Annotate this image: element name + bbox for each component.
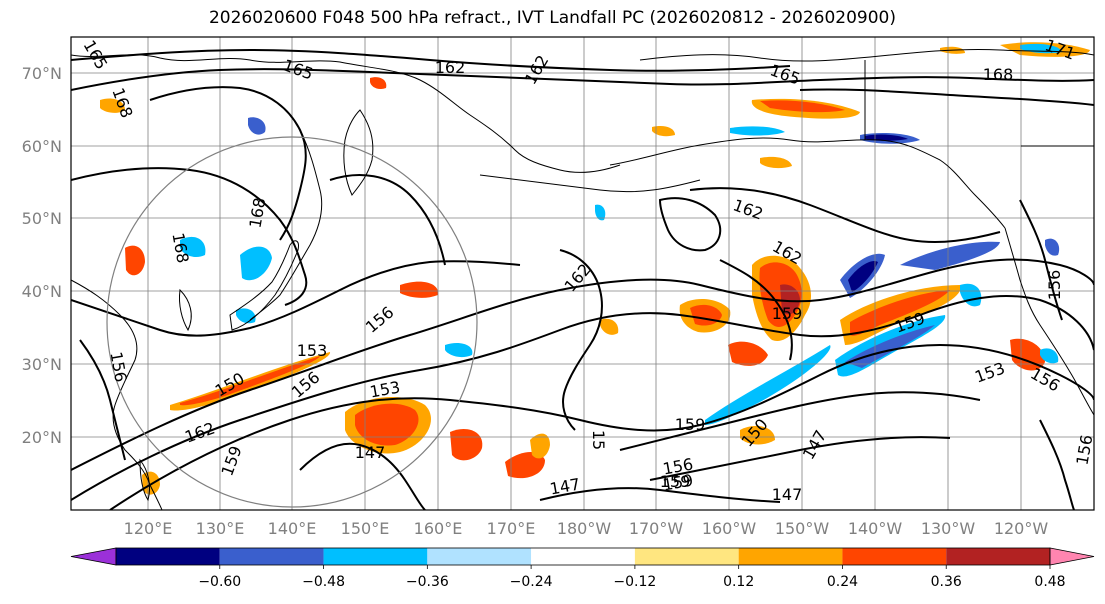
asia-coastline [249, 129, 323, 321]
contour-label: 147 [772, 485, 803, 504]
negative-anomaly-patch [180, 236, 206, 258]
negative-anomaly-patch [845, 325, 935, 368]
colorbar-segment [634, 548, 739, 565]
map-frame [70, 36, 1095, 511]
colorbar-arrow-right [1049, 547, 1095, 566]
positive-anomaly-patch [600, 318, 619, 335]
negative-anomaly-patch [240, 246, 272, 281]
lon-label: 170°E [487, 519, 536, 538]
positive-anomaly-patch [355, 403, 419, 446]
lon-label: 130°W [921, 519, 976, 538]
colorbar-tick-label: −0.36 [406, 574, 449, 590]
colorbar: −0.60 −0.48 −0.36 −0.24 −0.12 0.12 0.24 0.36 0.4… [70, 547, 1095, 590]
positive-anomaly-patch [180, 356, 320, 406]
colorbar-tick-label: 0.24 [827, 574, 858, 590]
lat-label: 70°N [22, 64, 62, 83]
north-coastline [639, 48, 1094, 62]
positive-anomaly-patch [400, 281, 439, 298]
lon-label: 140°E [268, 519, 317, 538]
negative-anomaly-patch [705, 345, 831, 425]
latitude-labels: 70°N 60°N 50°N 40°N 30°N 20°N [22, 64, 62, 447]
positive-anomaly-patch [100, 98, 125, 113]
colorbar-tick-label: 0.48 [1034, 574, 1065, 590]
lon-label: 120°E [124, 519, 173, 538]
kamchatka-coastline [343, 109, 374, 196]
alaska-coastline [609, 137, 1006, 229]
negative-anomaly-patch [900, 241, 1000, 270]
colorbar-segment [219, 548, 324, 565]
contour-label: 159 [772, 304, 803, 323]
japan-coastline [229, 240, 299, 331]
positive-anomaly-patch [1010, 338, 1045, 371]
lon-label: 180°W [557, 519, 612, 538]
lon-label: 150°E [341, 519, 390, 538]
colorbar-tick-label: 0.12 [723, 574, 754, 590]
colorbar-segment [842, 548, 947, 565]
map-title: 2026020600 F048 500 hPa refract., IVT La… [208, 8, 896, 28]
negative-anomaly-patch [445, 343, 473, 358]
positive-anomaly-patch [780, 284, 800, 315]
longitude-labels: 120°E 130°E 140°E 150°E 160°E 170°E 180°W 170°W… [124, 519, 1049, 538]
negative-anomaly-patch [1040, 348, 1059, 364]
lat-label: 50°N [22, 209, 62, 228]
positive-anomaly-patch [370, 77, 387, 90]
colorbar-tick-label: −0.48 [302, 574, 345, 590]
lon-label: 130°E [196, 519, 245, 538]
positive-anomaly-patch [740, 425, 775, 445]
contour-label: 159 [660, 472, 691, 491]
positive-anomaly-patch [728, 341, 768, 366]
lon-label: 170°W [629, 519, 684, 538]
positive-anomaly-patch [652, 125, 675, 137]
contour-label: 159 [675, 415, 706, 434]
negative-anomaly-patch [595, 204, 606, 221]
lon-label: 150°W [775, 519, 830, 538]
lon-label: 160°E [414, 519, 463, 538]
colorbar-segment [427, 548, 532, 565]
refractivity-contours [71, 48, 1094, 510]
colorbar-tick-label: −0.24 [510, 574, 553, 590]
positive-anomaly-patch [760, 156, 792, 169]
refractivity-shading [100, 42, 1090, 495]
negative-anomaly-patch [248, 117, 266, 135]
colorbar-frame [115, 547, 1051, 566]
positive-anomaly-patch [760, 100, 845, 113]
colorbar-arrow-left [70, 547, 117, 566]
colorbar-tick-label: −0.12 [613, 574, 656, 590]
contour-label: 168 [983, 65, 1014, 84]
contour-label: 156 [1045, 270, 1064, 301]
contour-label: 153 [297, 341, 328, 360]
negative-anomaly-patch [848, 260, 878, 292]
positive-anomaly-patch [505, 451, 545, 479]
lon-label: 160°W [702, 519, 757, 538]
contour-label: 156 [1072, 433, 1096, 466]
colorbar-segment [946, 548, 1050, 565]
lon-label: 120°W [994, 519, 1049, 538]
colorbar-segment [738, 548, 843, 565]
aleutian-islands [479, 174, 701, 193]
projection-circle [106, 136, 478, 508]
contour-label: 147 [355, 443, 386, 462]
negative-anomaly-patch [730, 126, 785, 136]
positive-anomaly-patch [125, 245, 145, 276]
philippines-coastline [139, 458, 151, 502]
korea-coastline [179, 288, 192, 332]
lat-label: 20°N [22, 428, 62, 447]
contour-label: 162 [435, 58, 466, 77]
colorbar-tick-label: 0.36 [931, 574, 962, 590]
colorbar-tick-label: −0.60 [198, 574, 241, 590]
colorbar-segment [531, 548, 635, 565]
lat-label: 30°N [22, 355, 62, 374]
canada-border [864, 60, 1094, 147]
positive-anomaly-patch [530, 433, 550, 459]
contour-label: 15 [589, 430, 608, 450]
lat-label: 60°N [22, 137, 62, 156]
colorbar-segment [116, 548, 220, 565]
lon-label: 140°W [848, 519, 903, 538]
negative-anomaly-patch [1045, 238, 1060, 256]
lat-label: 40°N [22, 282, 62, 301]
colorbar-segment [323, 548, 428, 565]
